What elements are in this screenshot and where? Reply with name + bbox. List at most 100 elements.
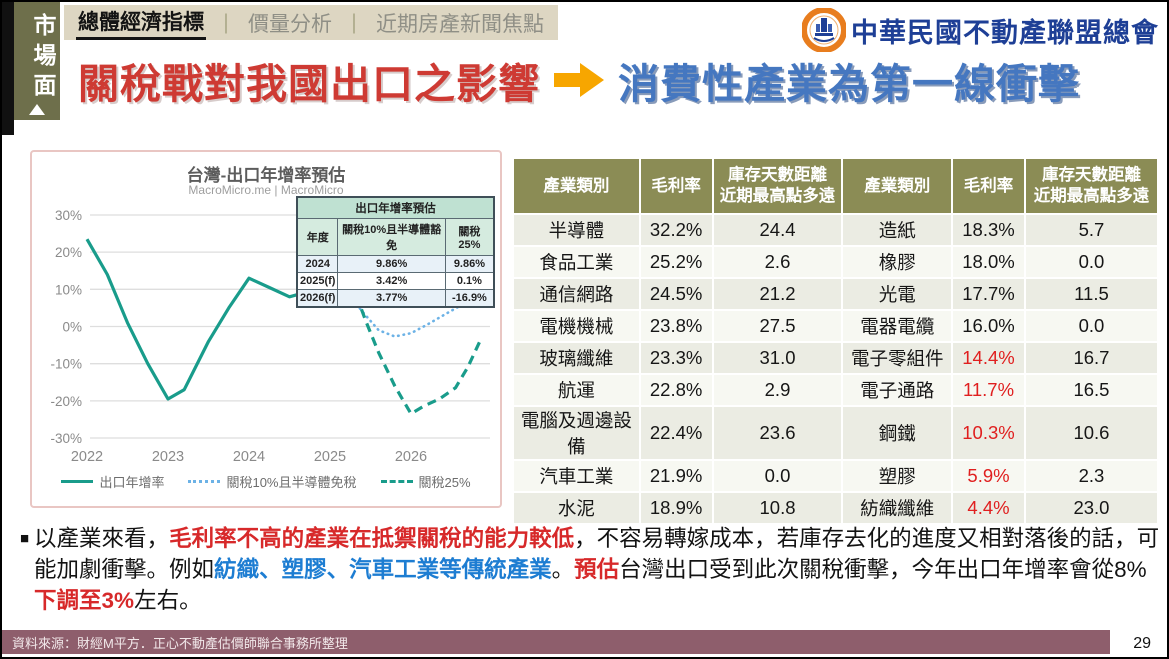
analysis-segment-blue: 紡織、塑膠、汽車工業等傳統產業 [214,556,552,582]
arrow-right-icon [554,63,604,97]
legend-item: 關稅10%且半導體免稅 [188,472,357,491]
industry-table-cell: 21.2 [713,279,842,309]
industry-table-cell: 16.7 [1025,343,1157,373]
analysis-segment-red: 毛利率不高的產業在抵禦關稅的能力較低 [169,526,575,551]
mini-table-header-cell: 關稅25% [444,218,495,256]
industry-table-row: 半導體 32.2% 24.4 造紙 18.3% 5.7 [514,215,1157,245]
industry-table-cell: 17.7% [953,279,1024,309]
legend-label: 出口年增率 [99,475,165,490]
industry-table-cell: 14.4% [953,343,1024,373]
svg-text:-20%: -20% [50,394,82,409]
export-chart-card: 台灣-出口年增率預估 MacroMicro.me | MacroMicro 30… [30,150,502,508]
chart-legend: 出口年增率 關稅10%且半導體免稅 關稅25% [32,472,500,491]
nav-separator: ｜ [216,14,236,36]
industry-table-cell: 21.9% [640,461,712,491]
industry-table-cell: 18.3% [953,215,1024,245]
industry-table-cell: 半導體 [514,215,639,245]
headline: 關稅戰對我國出口之影響 消費性產業為第一線衝擊 [78,50,1080,110]
industry-table-cell: 玻璃纖維 [514,343,639,373]
svg-text:2025: 2025 [314,449,346,465]
industry-table-cell: 0.0 [713,461,842,491]
mini-table-cell: 0.1% [444,272,495,290]
industry-table-cell: 32.2% [640,215,712,245]
industry-table-cell: 10.3% [953,407,1024,459]
source-text: 資料來源：財經M平方．正心不動產估價師聯合事務所整理 [12,635,348,651]
mini-table-row: 2025(f) 3.42% 0.1% [296,272,495,290]
industry-table-cell: 電器電纜 [843,311,952,341]
industry-table: 產業類別 毛利率 庫存天數距離 近期最高點多遠 產業類別 毛利率 庫存天數距離 近期最高點… [512,157,1159,525]
industry-table-header-cell: 產業類別 [843,159,952,213]
analysis-segment-normal: 左右。 [134,587,202,613]
market-tab[interactable]: 市場面 [14,2,60,120]
analysis-segment-normal: ，不容易轉嫁成本，若庫存去化的進度又相對落後的話，可能加劇衝擊。例如 [34,526,1160,582]
page-number: 29 [1133,635,1151,652]
analysis-segment-normal: 以產業來看， [34,526,170,551]
chart-title: 台灣-出口年增率預估 [186,166,346,185]
left-edge-bar [2,2,14,135]
nav-item-price-volume[interactable]: 價量分析 [248,12,332,36]
mini-table-cell: 3.77% [337,289,446,308]
industry-table-row: 通信網路 24.5% 21.2 光電 17.7% 11.5 [514,279,1157,309]
industry-table-row: 航運 22.8% 2.9 電子通路 11.7% 16.5 [514,375,1157,405]
nav-item-macro-indicators[interactable]: 總體經濟指標 [76,5,206,40]
svg-text:-30%: -30% [50,431,82,446]
industry-table-cell: 0.0 [1025,247,1157,277]
industry-table-cell: 2.3 [1025,461,1157,491]
mini-table-cell: 2025(f) [296,272,339,290]
legend-label: 關稅25% [418,475,471,490]
industry-table-cell: 22.8% [640,375,712,405]
mini-table-cell: 3.42% [337,272,446,290]
industry-table-cell: 24.5% [640,279,712,309]
industry-table-cell: 光電 [843,279,952,309]
analysis-text: 以產業來看，毛利率不高的產業在抵禦關稅的能力較低，不容易轉嫁成本，若庫存去化的進… [34,524,1160,616]
analysis-segment-red: 下調至3% [34,587,135,613]
svg-text:-10%: -10% [50,357,82,372]
industry-table-row: 電腦及週邊設備 22.4% 23.6 鋼鐵 10.3% 10.6 [514,407,1157,459]
svg-text:2024: 2024 [233,449,265,465]
industry-table-cell: 通信網路 [514,279,639,309]
industry-table-header-cell: 庫存天數距離 近期最高點多遠 [1025,159,1157,213]
industry-table-cell: 23.6 [713,407,842,459]
industry-table-cell: 電腦及週邊設備 [514,407,639,459]
industry-table-cell: 橡膠 [843,247,952,277]
mini-table-cell: 2026(f) [296,289,339,308]
mini-table-row: 2024 9.86% 9.86% [296,255,495,273]
svg-text:0%: 0% [62,320,82,335]
market-tab-label: 市場面 [30,12,56,103]
mini-table-header-cell: 年度 [296,218,339,256]
industry-table-cell: 11.7% [953,375,1024,405]
industry-table-cell: 紡織纖維 [843,493,952,523]
industry-table-cell: 18.9% [640,493,712,523]
analysis-segment-red: 預估 [574,556,620,582]
industry-table-cell: 5.9% [953,461,1024,491]
forecast-mini-table: 出口年增率預估 年度 關稅10%且半導體豁免 關稅25% 2024 9.86% 9.86% 2… [296,196,495,308]
industry-table-row: 電機機械 23.8% 27.5 電器電纜 16.0% 0.0 [514,311,1157,341]
industry-table-cell: 18.0% [953,247,1024,277]
association-logo: 中華民國不動產聯盟總會 [802,8,1159,52]
svg-text:20%: 20% [55,245,82,260]
industry-table-row: 水泥 18.9% 10.8 紡織纖維 4.4% 23.0 [514,493,1157,523]
industry-table-row: 汽車工業 21.9% 0.0 塑膠 5.9% 2.3 [514,461,1157,491]
industry-table-cell: 5.7 [1025,215,1157,245]
industry-table-header-row: 產業類別 毛利率 庫存天數距離 近期最高點多遠 產業類別 毛利率 庫存天數距離 近期最高點… [514,159,1157,213]
tab-arrow-up-icon [29,104,45,115]
industry-table-cell: 4.4% [953,493,1024,523]
top-nav: 總體經濟指標 ｜ 價量分析 ｜ 近期房產新聞焦點 [64,5,558,40]
legend-item: 出口年增率 [61,472,164,491]
industry-table-cell: 航運 [514,375,639,405]
mini-table-cell: -16.9% [444,289,495,308]
analysis-segment-normal: 台灣出口受到此次關稅衝擊，今年出口年增率會從8% [619,556,1147,582]
legend-solid-line-icon [61,480,94,483]
industry-table-cell: 27.5 [713,311,842,341]
svg-text:2026: 2026 [395,449,427,465]
industry-table-cell: 10.6 [1025,407,1157,459]
svg-text:2023: 2023 [152,449,184,465]
mini-table-cell: 9.86% [444,255,495,273]
industry-table-cell: 23.0 [1025,493,1157,523]
nav-item-housing-news[interactable]: 近期房產新聞焦點 [376,12,544,36]
industry-table-cell: 24.4 [713,215,842,245]
industry-table-cell: 23.3% [640,343,712,373]
industry-table-cell: 22.4% [640,407,712,459]
industry-table-cell: 31.0 [713,343,842,373]
